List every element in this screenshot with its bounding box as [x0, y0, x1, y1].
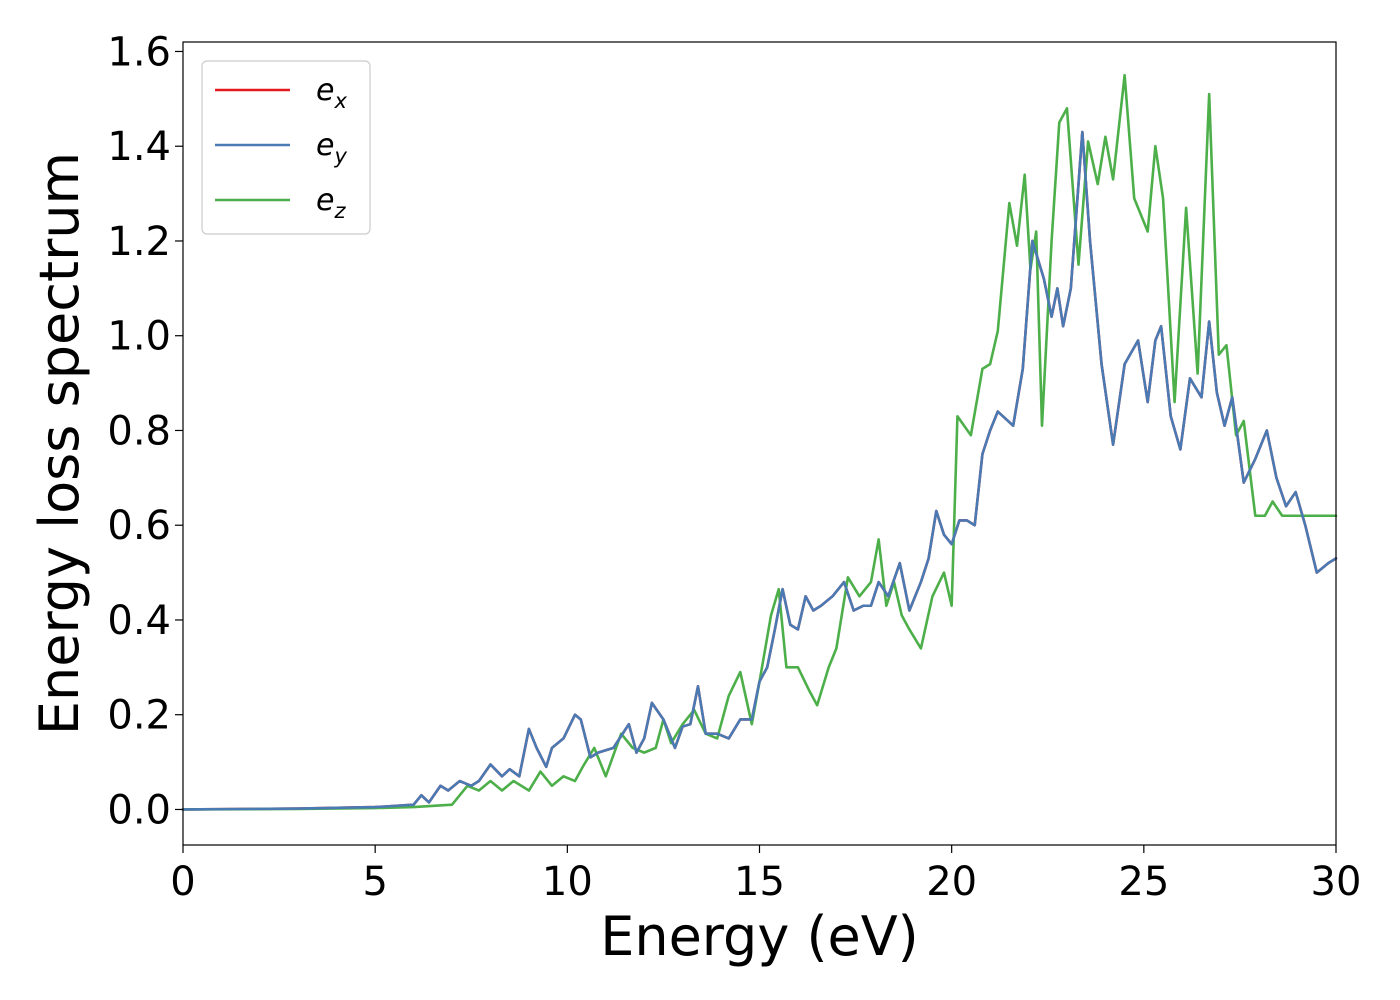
y-tick-label: 1.6 — [107, 29, 171, 75]
series-layer — [181, 73, 1338, 811]
x-tick-label: 20 — [926, 859, 977, 905]
y-tick-label: 0.8 — [107, 408, 171, 454]
legend-box — [201, 60, 371, 235]
x-tick-label: 10 — [542, 859, 593, 905]
legend: ex ey ez — [201, 60, 371, 235]
x-tick-label: 15 — [734, 859, 785, 905]
y-tick-label: 1.2 — [107, 219, 171, 265]
x-tick-label: 0 — [170, 859, 195, 905]
y-axis: 0.0 0.2 0.4 0.6 0.8 1.0 1.2 1.4 1.6 — [107, 29, 183, 833]
y-tick-label: 0.4 — [107, 598, 171, 644]
x-tick-label: 25 — [1118, 859, 1169, 905]
x-tick-label: 30 — [1311, 859, 1362, 905]
y-tick-label: 1.4 — [107, 124, 171, 170]
x-axis-title: Energy (eV) — [600, 905, 919, 968]
legend-label-ex: ex — [316, 73, 347, 113]
x-tick-label: 5 — [362, 859, 387, 905]
x-axis: 0 5 10 15 20 25 30 — [170, 845, 1361, 905]
legend-label-ez: ez — [316, 183, 346, 223]
series-line-ey — [181, 130, 1338, 811]
y-tick-label: 0.6 — [107, 503, 171, 549]
series-line-ez — [181, 73, 1338, 811]
y-tick-label: 1.0 — [107, 314, 171, 360]
y-tick-label: 0.0 — [107, 787, 171, 833]
legend-label-ey: ey — [316, 128, 347, 168]
y-axis-title: Energy loss spectrum — [28, 152, 91, 735]
y-tick-label: 0.2 — [107, 693, 171, 739]
